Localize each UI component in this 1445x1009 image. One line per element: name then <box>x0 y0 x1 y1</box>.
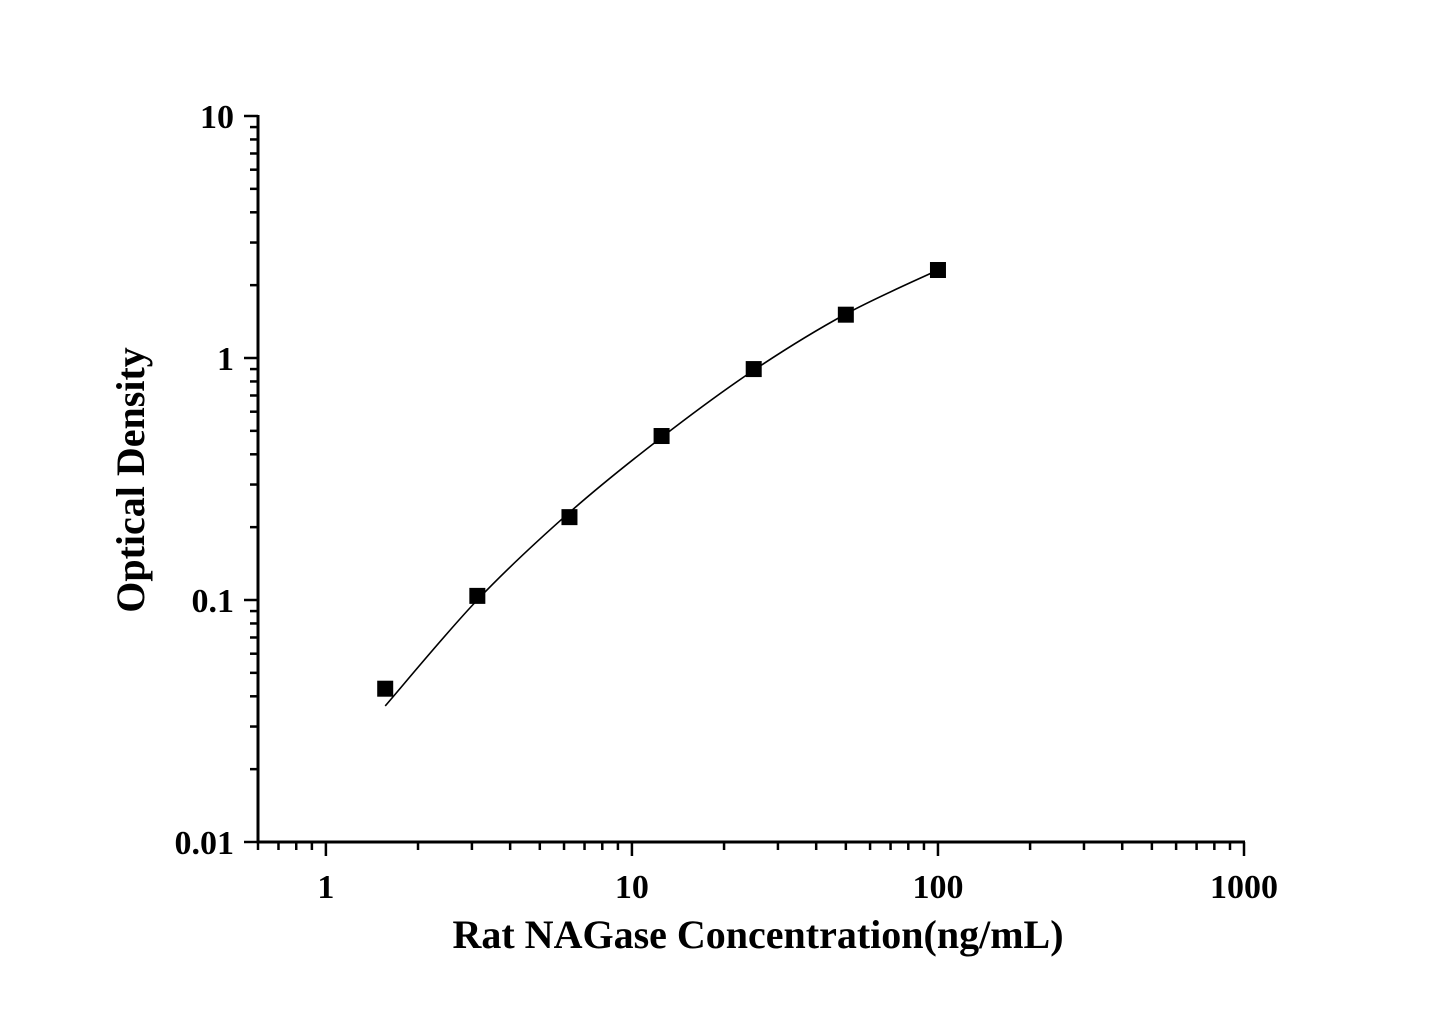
data-point <box>653 428 670 445</box>
x-tick-label: 10 <box>615 869 649 906</box>
ticks <box>244 114 1246 856</box>
x-axis-title: Rat NAGase Concentration(ng/mL) <box>452 912 1063 957</box>
y-tick-label: 10 <box>200 99 234 136</box>
y-tick-label: 1 <box>217 341 234 378</box>
y-tick-label: 0.01 <box>175 825 235 862</box>
data-point <box>837 306 854 323</box>
fit-curve-layer <box>384 269 939 707</box>
tick-labels: 1 10 100 1000 0.01 0.1 1 10 <box>175 99 1279 906</box>
data-point <box>561 509 578 526</box>
x-tick-label: 1 <box>317 869 334 906</box>
x-tick-label: 1000 <box>1210 869 1278 906</box>
x-tick-label: 100 <box>912 869 963 906</box>
axes <box>256 115 1245 844</box>
fit-curve <box>384 269 939 707</box>
data-point <box>377 680 394 697</box>
data-point <box>469 587 486 604</box>
data-points <box>377 262 946 697</box>
y-axis-title: Optical Density <box>108 347 153 613</box>
y-tick-label: 0.1 <box>192 583 235 620</box>
data-point <box>745 361 762 378</box>
data-point <box>929 262 946 279</box>
